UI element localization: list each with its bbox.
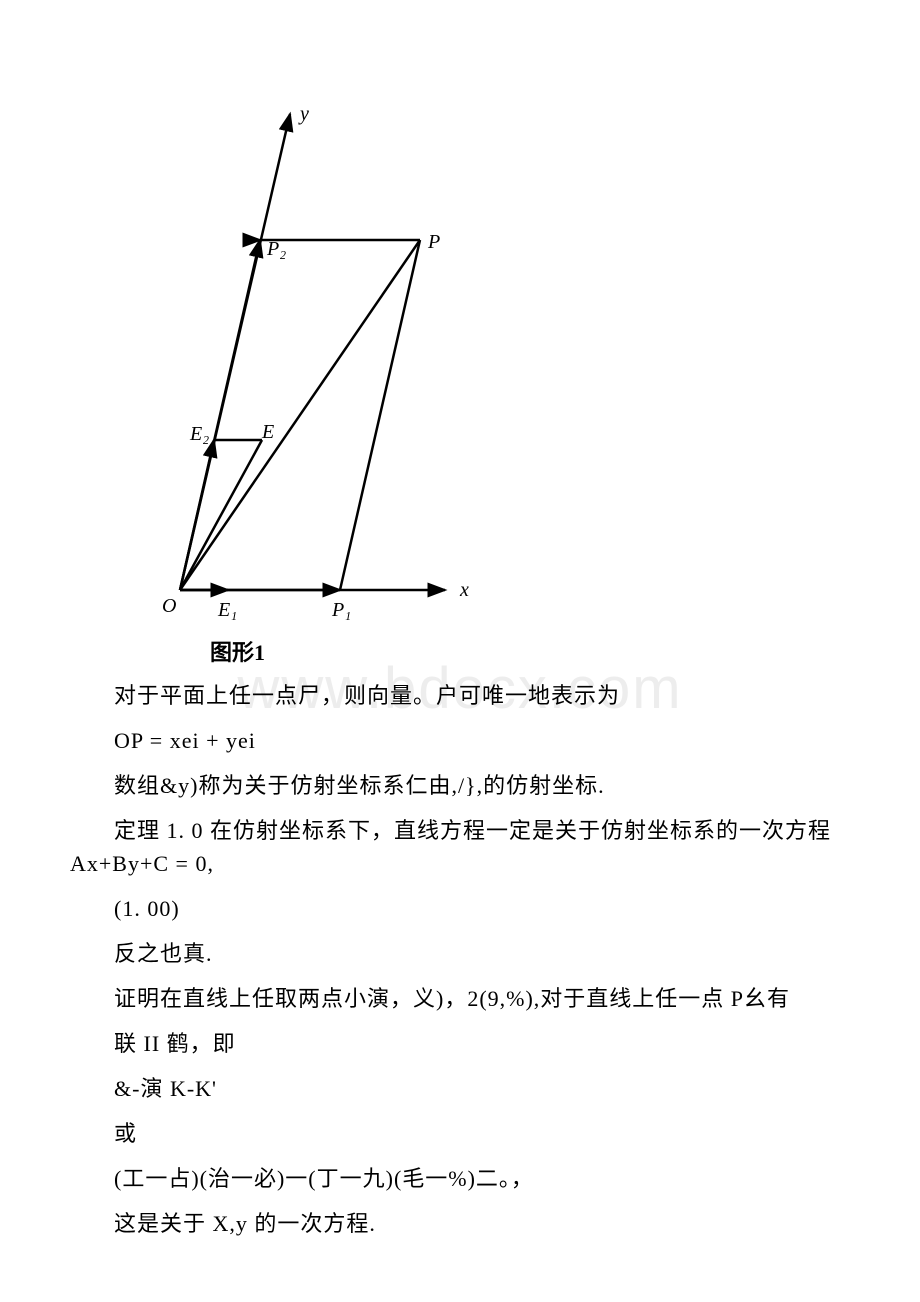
svg-text:P₁: P₁ [331, 599, 351, 620]
svg-text:P: P [427, 231, 440, 253]
paragraph-3: 数组&y)称为关于仿射坐标系仁由,/},的仿射坐标. [70, 769, 850, 802]
paragraph-5: (1. 00) [70, 892, 850, 925]
svg-text:E₂: E₂ [189, 423, 209, 445]
svg-text:x: x [459, 579, 469, 601]
paragraph-9: &-演 K-K' [70, 1072, 850, 1105]
svg-text:E: E [261, 421, 274, 443]
svg-text:P₂: P₂ [266, 238, 286, 260]
paragraph-11: (工一占)(治一必)一(丁一九)(毛一%)二。， [70, 1162, 850, 1195]
diagram-caption: 图形1 [210, 635, 850, 667]
svg-text:O: O [162, 595, 176, 617]
paragraph-8: 联 II 鹤，即 [70, 1027, 850, 1060]
svg-text:y: y [298, 103, 309, 125]
affine-diagram: x y O E₁ E₂ E P₁ P₂ P [140, 100, 850, 625]
paragraph-1: 对于平面上任一点尸，则向量。户可唯一地表示为 [70, 679, 850, 712]
paragraph-12: 这是关于 X,y 的一次方程. [70, 1207, 850, 1240]
paragraph-2: OP = xei + yei [70, 724, 850, 757]
paragraph-4: 定理 1. 0 在仿射坐标系下，直线方程一定是关于仿射坐标系的一次方程 Ax+B… [70, 814, 850, 880]
paragraph-10: 或 [70, 1117, 850, 1150]
paragraph-7: 证明在直线上任取两点小演，义)，2(9,%),对于直线上任一点 P幺有 [70, 982, 850, 1015]
paragraph-6: 反之也真. [70, 937, 850, 970]
svg-text:E₁: E₁ [217, 599, 237, 620]
